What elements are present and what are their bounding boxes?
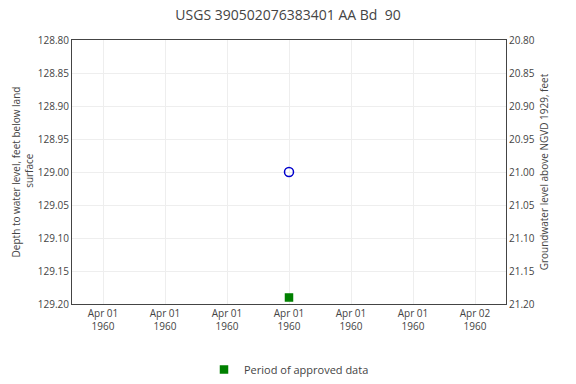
svg-text:Apr 011960: Apr 011960 (336, 306, 367, 333)
svg-text:129.15: 129.15 (38, 264, 69, 278)
svg-text:20.90: 20.90 (509, 99, 535, 113)
svg-text:21.05: 21.05 (509, 198, 535, 212)
svg-text:21.10: 21.10 (509, 231, 535, 245)
svg-text:21.15: 21.15 (509, 264, 535, 278)
svg-text:Groundwater level above NGVD 1: Groundwater level above NGVD 1929, feet (537, 73, 551, 270)
svg-text:USGS 390502076383401 AA Bd 90: USGS 390502076383401 AA Bd 90 (175, 5, 400, 24)
svg-text:Period of approved data: Period of approved data (244, 362, 368, 377)
svg-text:Apr 011960: Apr 011960 (398, 306, 429, 333)
svg-text:129.10: 129.10 (38, 231, 69, 245)
svg-text:129.00: 129.00 (38, 165, 69, 179)
svg-text:Depth to water level, feet bel: Depth to water level, feet below land su… (9, 87, 36, 258)
svg-text:Apr 011960: Apr 011960 (274, 306, 305, 333)
svg-text:Apr 011960: Apr 011960 (212, 306, 243, 333)
svg-text:128.90: 128.90 (38, 99, 69, 113)
svg-text:Apr 011960: Apr 011960 (88, 306, 119, 333)
svg-text:128.85: 128.85 (38, 66, 69, 80)
svg-text:Apr 011960: Apr 011960 (150, 306, 181, 333)
svg-text:21.20: 21.20 (509, 297, 535, 311)
svg-text:Apr 021960: Apr 021960 (460, 306, 491, 333)
svg-text:20.95: 20.95 (509, 132, 535, 146)
svg-text:21.00: 21.00 (509, 165, 535, 179)
svg-text:20.80: 20.80 (509, 33, 535, 47)
svg-text:129.05: 129.05 (38, 198, 69, 212)
svg-text:129.20: 129.20 (38, 297, 69, 311)
svg-text:128.95: 128.95 (38, 132, 69, 146)
svg-text:128.80: 128.80 (38, 33, 69, 47)
svg-text:20.85: 20.85 (509, 66, 535, 80)
